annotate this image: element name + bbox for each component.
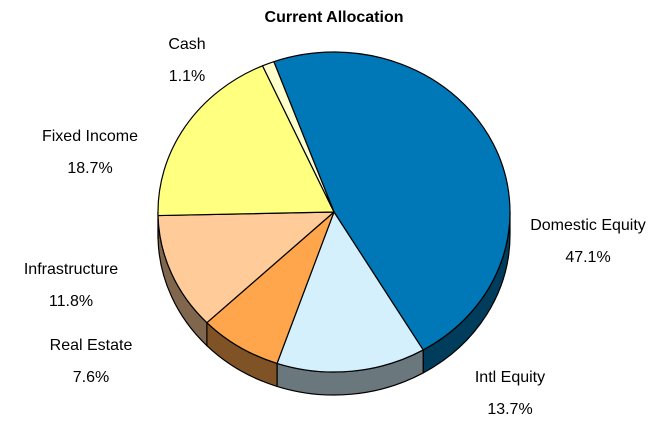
slice-value-label: 11.8%	[49, 293, 93, 310]
slice	[157, 211, 335, 324]
slice-label: Real Estate	[50, 337, 133, 354]
slice	[261, 61, 335, 213]
slice-label: Infrastructure	[24, 261, 118, 278]
slice-label: Cash	[168, 36, 205, 53]
slice	[157, 65, 335, 217]
slice	[273, 51, 511, 351]
slice-value-label: 7.6%	[73, 369, 109, 386]
slice-label: Fixed Income	[42, 128, 138, 145]
slice-value-label: 1.1%	[169, 68, 205, 85]
slice-label: Domestic Equity	[530, 217, 646, 234]
slice	[276, 211, 424, 373]
slice-label: Intl Equity	[475, 369, 545, 386]
slice-value-label: 47.1%	[565, 249, 610, 266]
chart-title: Current Allocation	[265, 9, 404, 26]
slice-value-label: 18.7%	[67, 160, 112, 177]
slice-value-label: 13.7%	[487, 401, 532, 418]
